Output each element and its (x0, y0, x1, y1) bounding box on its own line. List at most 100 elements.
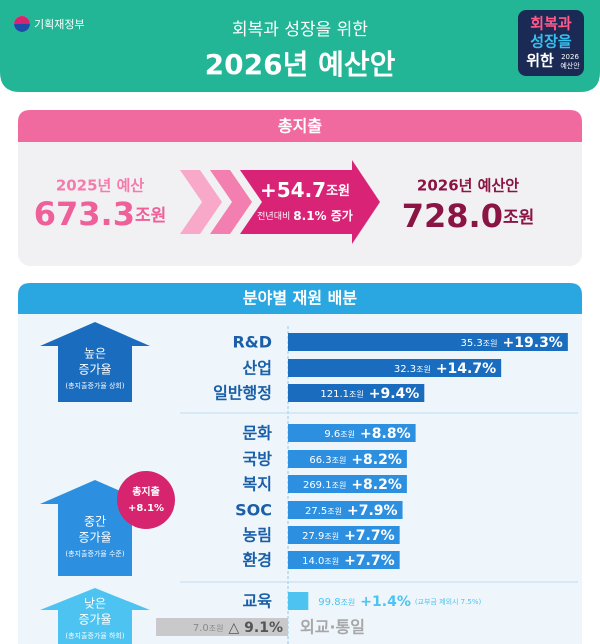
badge-bg (518, 10, 584, 76)
category-label: 농림 (243, 526, 272, 545)
amount-unit: 조원 (341, 598, 356, 607)
bar (288, 551, 400, 569)
amount-unit: 조원 (324, 532, 339, 541)
category-label: R&D (232, 333, 272, 352)
change-arrow (240, 160, 380, 244)
title-line2: 2026년 예산안 (205, 48, 396, 81)
total-badge-line2: +8.1% (128, 503, 164, 514)
title-line1: 회복과 성장을 위한 (232, 20, 368, 40)
value-label: +8.8% (360, 426, 411, 442)
amount-unit: 조원 (209, 624, 224, 633)
badge-label: 예산안 (560, 61, 580, 70)
amount-label: 7.0조원 (193, 623, 224, 634)
bar (288, 450, 407, 468)
amount-unit: 조원 (324, 557, 339, 566)
value-label: +9.4% (369, 386, 420, 402)
prev-label: 2025년 예산 (56, 177, 145, 195)
amount-label: 269.1조원 (303, 480, 346, 491)
prev-unit: 조원 (135, 206, 166, 226)
amount: 269.1 (303, 480, 332, 491)
category-label: 외교·통일 (300, 618, 365, 637)
bar (288, 526, 400, 544)
header-band (0, 0, 600, 92)
category-label: 국방 (243, 450, 273, 469)
logo-top (14, 16, 30, 24)
note: (교부금 제외시 7.5%) (415, 597, 482, 606)
next-unit: 조원 (503, 208, 534, 228)
category-label: 교육 (243, 592, 273, 611)
amount-label: 121.1조원 (320, 389, 363, 400)
bar-chart: R&D 35.3조원 +19.3%산업 32.3조원 +14.7%일반행정 121.1조원… (156, 326, 578, 644)
bar (288, 384, 425, 402)
bar (288, 592, 309, 610)
badge-line1: 회복과 (530, 15, 572, 33)
mid-label2: 증가율 (78, 531, 111, 545)
bar (288, 501, 403, 519)
chevron (180, 170, 222, 234)
amount-unit: 조원 (332, 481, 347, 490)
high-label1: 높은 (84, 347, 106, 361)
amount: 66.3 (309, 455, 331, 466)
change-text: +54.7조원 (260, 178, 350, 202)
amount-label: 14.0조원 (302, 556, 339, 567)
next-label: 2026년 예산안 (417, 177, 519, 195)
bar (288, 333, 568, 351)
amount-label: 35.3조원 (461, 338, 498, 349)
amount-unit: 조원 (416, 365, 431, 374)
low-label2: 증가율 (78, 613, 111, 627)
value-label: +8.2% (351, 477, 402, 493)
category-label: 산업 (243, 359, 272, 378)
badge-line2: 성장을 (530, 33, 572, 51)
amount-label: 27.9조원 (302, 531, 339, 542)
amount-unit: 조원 (327, 507, 342, 516)
total-heading: 총지출 (278, 117, 322, 136)
amount-unit: 조원 (483, 339, 498, 348)
value-label: +8.2% (351, 452, 402, 468)
category-label: 복지 (243, 475, 272, 494)
amount: 14.0 (302, 556, 324, 567)
change-note: 8.1% 증가 (293, 208, 353, 223)
change-note-prefix: 전년대비 (257, 211, 290, 222)
value-label: +7.9% (347, 503, 398, 519)
total-heading-bar (18, 110, 582, 142)
amount-label: 32.3조원 (394, 364, 431, 375)
amount-label: 27.5조원 (305, 506, 342, 517)
amount: 7.0 (193, 623, 209, 634)
bar (288, 424, 416, 442)
mid-label1: 중간 (84, 515, 106, 529)
value-label: +1.4% (360, 594, 411, 610)
change-note-text: 전년대비 8.1% 증가 (257, 208, 353, 223)
category-label: 문화 (243, 424, 273, 443)
prev-amount-text: 673.3조원 (34, 195, 167, 233)
category-label: SOC (235, 501, 272, 520)
total-badge (117, 471, 175, 529)
value-label: +14.7% (436, 361, 496, 377)
amount: 35.3 (461, 338, 483, 349)
total-badge-line1: 총지출 (132, 485, 160, 498)
amount-label: 9.6조원 (324, 429, 355, 440)
change-unit: 조원 (326, 184, 350, 199)
value-label: △ 9.1% (229, 620, 283, 636)
low-sub: (총지출증가율 하회) (65, 631, 124, 640)
badge-line3: 위한 (526, 52, 554, 70)
amount-unit: 조원 (349, 390, 364, 399)
low-arrow (40, 588, 150, 644)
ministry: 기획재정부 (34, 18, 85, 31)
prev-amount: 673.3 (34, 195, 135, 233)
high-arrow (40, 322, 150, 402)
bar (288, 359, 502, 377)
amount-unit: 조원 (332, 456, 347, 465)
next-amount-text: 728.0조원 (402, 197, 535, 235)
next-amount: 728.0 (402, 197, 503, 235)
mid-sub: (총지출증가율 수준) (65, 549, 124, 558)
allocation-heading-bar (18, 283, 582, 314)
value-label: +7.7% (344, 528, 395, 544)
change-amount: +54.7 (260, 178, 326, 202)
category-label: 일반행정 (213, 384, 272, 403)
bar (288, 475, 407, 493)
amount-unit: 조원 (340, 430, 355, 439)
low-label1: 낮은 (84, 597, 106, 611)
